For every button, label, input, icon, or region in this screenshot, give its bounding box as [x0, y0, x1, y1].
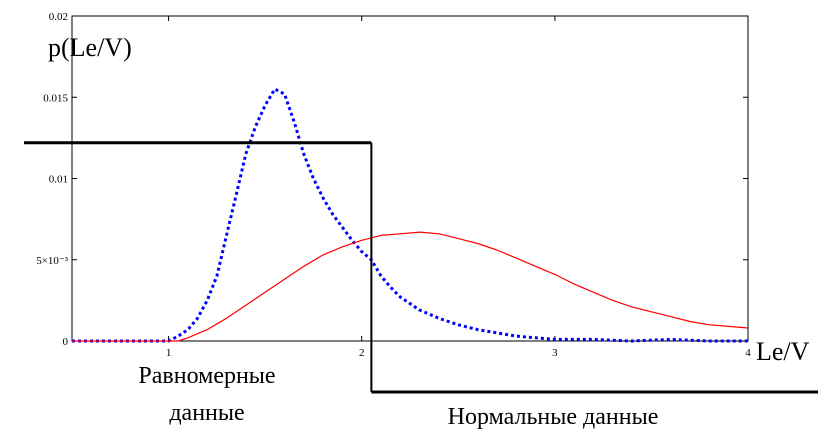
series-line-1 — [72, 87, 748, 343]
y-tick-label: 0.015 — [43, 92, 68, 104]
y-tick-label: 0.02 — [49, 11, 68, 23]
y-tick-label: 0.01 — [49, 174, 68, 186]
normal-data-label: Нормальные данные — [448, 404, 659, 430]
x-tick-label: 4 — [745, 347, 751, 359]
plot-frame — [71, 15, 749, 342]
uniform-data-label-2: данные — [169, 400, 244, 426]
y-axis-title: p(Le/V) — [48, 33, 132, 62]
series-line-2 — [72, 231, 749, 342]
x-tick-label: 3 — [552, 347, 558, 359]
x-tick-label: 2 — [359, 347, 365, 359]
x-tick-label: 1 — [166, 347, 172, 359]
uniform-data-label-1: Равномерные — [138, 363, 275, 389]
x-axis-title: Le/V — [756, 337, 810, 366]
y-tick-label: 0 — [63, 336, 69, 348]
y-tick-label: 5×10⁻³ — [36, 255, 69, 267]
